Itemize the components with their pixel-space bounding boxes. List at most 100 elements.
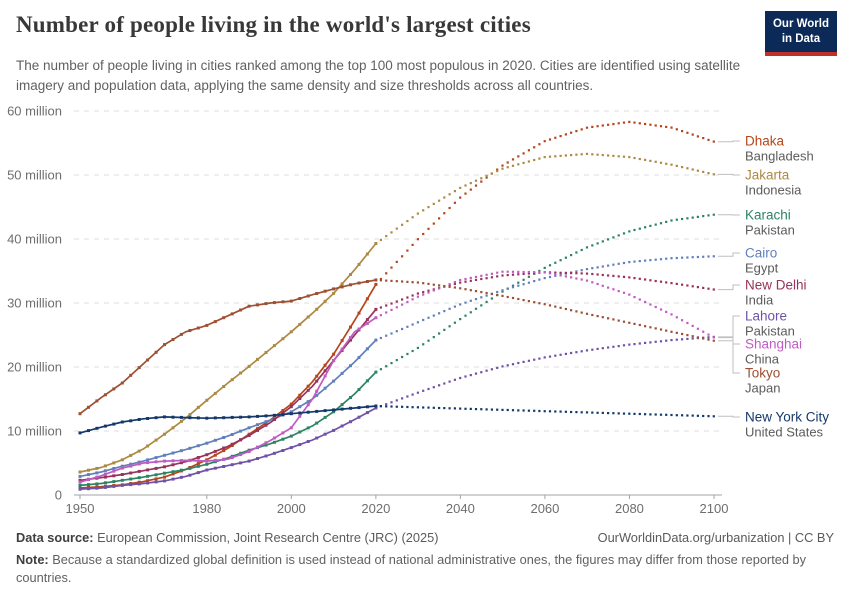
legend-city-dhaka[interactable]: Dhaka bbox=[745, 133, 785, 149]
projection-dot bbox=[474, 307, 478, 310]
projection-dot bbox=[533, 409, 536, 412]
history-line[interactable] bbox=[79, 308, 377, 482]
projection-dot bbox=[469, 374, 472, 377]
marker bbox=[188, 416, 192, 420]
history-line[interactable] bbox=[79, 339, 377, 478]
projection-dot bbox=[559, 154, 562, 157]
owid-logo[interactable]: Our World in Data bbox=[764, 11, 837, 56]
marker bbox=[264, 302, 268, 306]
projection-dot bbox=[575, 270, 578, 273]
legend-country-pakistan: Pakistan bbox=[745, 323, 795, 339]
projection-dot bbox=[607, 412, 610, 415]
projection-dot bbox=[385, 235, 388, 238]
projection-dot bbox=[665, 125, 668, 128]
marker bbox=[146, 468, 150, 472]
x-axis-label-1950: 1950 bbox=[65, 501, 95, 516]
marker bbox=[137, 480, 141, 484]
projection-dot bbox=[480, 296, 483, 299]
projection-dot bbox=[427, 206, 430, 209]
marker bbox=[120, 478, 124, 482]
legend-city-new-delhi[interactable]: New Delhi bbox=[745, 277, 807, 293]
projection-dot bbox=[580, 311, 583, 314]
owid-url-link[interactable]: OurWorldinData.org/urbanization | CC BY bbox=[597, 530, 834, 545]
projection-dot bbox=[459, 186, 462, 189]
legend-city-lahore[interactable]: Lahore bbox=[745, 308, 788, 324]
marker bbox=[239, 429, 243, 433]
projection-dot bbox=[527, 149, 530, 152]
legend-connector bbox=[718, 284, 740, 291]
marker bbox=[154, 350, 158, 354]
data-source-value: European Commission, Joint Research Cent… bbox=[93, 530, 439, 545]
marker bbox=[222, 465, 226, 468]
series-lahore[interactable] bbox=[78, 315, 741, 491]
projection-dot bbox=[707, 287, 710, 290]
projection-dot bbox=[427, 227, 430, 230]
legend-country-china: China bbox=[745, 351, 779, 367]
marker bbox=[289, 402, 293, 406]
projection-dot bbox=[490, 297, 493, 300]
legend-city-tokyo[interactable]: Tokyo bbox=[745, 365, 781, 381]
series-cairo[interactable] bbox=[78, 252, 741, 478]
series-karachi[interactable] bbox=[78, 213, 741, 487]
projection-dot bbox=[480, 371, 483, 374]
marker bbox=[323, 363, 327, 367]
projection-dot bbox=[395, 300, 398, 303]
legend-city-new-york-city[interactable]: New York City bbox=[745, 409, 830, 425]
projection-dot bbox=[422, 232, 425, 236]
marker bbox=[213, 449, 217, 453]
projection-dot bbox=[548, 355, 552, 358]
projection-dot bbox=[427, 387, 430, 391]
projection-dot bbox=[485, 408, 488, 411]
marker bbox=[247, 415, 251, 419]
legend-country-united-states: United States bbox=[745, 424, 824, 440]
marker bbox=[349, 420, 352, 424]
projection-dot bbox=[564, 256, 567, 259]
history-line[interactable] bbox=[79, 279, 377, 415]
marker bbox=[340, 282, 344, 286]
projection-dot bbox=[644, 122, 647, 126]
projection-dot bbox=[474, 278, 478, 281]
marker bbox=[146, 358, 150, 362]
projection-dot bbox=[670, 163, 673, 166]
projection-dot bbox=[675, 218, 678, 221]
projection-dot bbox=[686, 131, 689, 134]
marker bbox=[87, 468, 90, 472]
projection-dot bbox=[591, 153, 594, 156]
marker bbox=[78, 412, 82, 416]
projection-dot bbox=[633, 260, 636, 263]
marker bbox=[298, 411, 302, 415]
series-new-york-city[interactable] bbox=[78, 404, 741, 435]
projection-dot bbox=[707, 172, 710, 175]
projection-dot bbox=[559, 271, 562, 274]
projection-dot bbox=[401, 280, 404, 283]
projection-dot bbox=[707, 336, 710, 339]
legend-city-cairo[interactable]: Cairo bbox=[745, 245, 778, 261]
marker bbox=[87, 405, 90, 409]
projection-dot bbox=[548, 264, 552, 267]
projection-dot bbox=[681, 166, 684, 169]
projection-dot bbox=[379, 314, 382, 317]
projection-dot bbox=[570, 351, 573, 355]
projection-dot bbox=[633, 412, 636, 415]
legend-city-shanghai[interactable]: Shanghai bbox=[745, 336, 803, 352]
marker bbox=[154, 480, 158, 484]
projection-dot bbox=[654, 327, 657, 330]
history-line[interactable] bbox=[79, 405, 376, 434]
projection-dot bbox=[654, 279, 657, 283]
legend-city-karachi[interactable]: Karachi bbox=[745, 207, 791, 223]
marker bbox=[78, 431, 82, 435]
projection-dot bbox=[517, 273, 520, 276]
series-tokyo[interactable] bbox=[78, 278, 741, 416]
projection-dot bbox=[659, 280, 663, 283]
projection-dot bbox=[522, 152, 525, 155]
marker bbox=[281, 437, 285, 441]
projection-dot bbox=[649, 303, 652, 306]
projection-dot bbox=[390, 279, 393, 282]
series-jakarta[interactable] bbox=[78, 152, 741, 474]
legend-city-jakarta[interactable]: Jakarta bbox=[745, 167, 790, 183]
marker bbox=[315, 393, 319, 397]
projection-dot bbox=[686, 337, 689, 340]
series-dhaka[interactable] bbox=[78, 120, 741, 490]
projection-dot bbox=[659, 222, 663, 225]
